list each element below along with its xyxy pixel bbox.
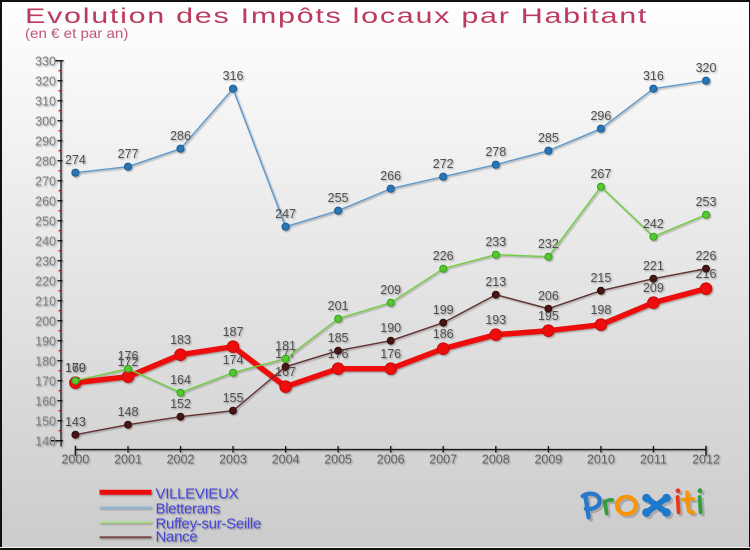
svg-text:260: 260 (35, 194, 56, 208)
svg-text:152: 152 (170, 397, 191, 411)
svg-text:190: 190 (35, 334, 56, 348)
svg-text:170: 170 (35, 374, 56, 388)
svg-text:277: 277 (118, 147, 139, 161)
svg-text:278: 278 (485, 145, 506, 159)
svg-text:300: 300 (35, 114, 56, 128)
svg-text:250: 250 (35, 214, 56, 228)
svg-text:176: 176 (380, 347, 401, 361)
svg-text:185: 185 (328, 331, 349, 345)
svg-text:221: 221 (643, 259, 664, 273)
svg-text:270: 270 (35, 174, 56, 188)
svg-text:181: 181 (275, 339, 296, 353)
svg-text:320: 320 (35, 74, 56, 88)
svg-text:266: 266 (380, 169, 401, 183)
svg-text:180: 180 (35, 354, 56, 368)
svg-text:247: 247 (275, 207, 296, 221)
svg-text:172: 172 (118, 355, 139, 369)
svg-text:Nance: Nance (156, 529, 198, 546)
svg-text:253: 253 (696, 195, 717, 209)
svg-text:330: 330 (35, 54, 56, 68)
svg-text:164: 164 (170, 373, 191, 387)
svg-text:2012: 2012 (692, 453, 720, 467)
svg-text:177: 177 (275, 347, 296, 361)
svg-text:2002: 2002 (167, 453, 195, 467)
svg-text:183: 183 (170, 333, 191, 347)
svg-text:220: 220 (35, 274, 56, 288)
svg-text:VILLEVIEUX: VILLEVIEUX (156, 486, 239, 503)
svg-text:206: 206 (538, 289, 559, 303)
svg-text:176: 176 (118, 349, 139, 363)
svg-text:2011: 2011 (640, 453, 667, 467)
svg-text:280: 280 (35, 154, 56, 168)
svg-text:170: 170 (65, 361, 86, 375)
svg-text:199: 199 (433, 303, 454, 317)
svg-text:187: 187 (223, 325, 244, 339)
svg-text:272: 272 (433, 157, 454, 171)
svg-text:186: 186 (433, 327, 454, 341)
svg-text:Ruffey-sur-Seille: Ruffey-sur-Seille (156, 516, 262, 533)
svg-text:2007: 2007 (429, 453, 457, 467)
svg-text:2003: 2003 (219, 453, 247, 467)
svg-text:285: 285 (538, 131, 559, 145)
svg-text:233: 233 (485, 235, 506, 249)
svg-text:274: 274 (65, 153, 86, 167)
svg-text:169: 169 (65, 361, 86, 375)
svg-text:209: 209 (643, 281, 664, 295)
svg-text:267: 267 (590, 167, 611, 181)
svg-text:255: 255 (328, 191, 349, 205)
svg-text:310: 310 (35, 94, 56, 108)
svg-text:2000: 2000 (61, 453, 89, 467)
svg-text:2001: 2001 (114, 453, 142, 467)
svg-text:200: 200 (35, 314, 56, 328)
svg-text:226: 226 (433, 249, 454, 263)
svg-text:240: 240 (35, 234, 56, 248)
svg-text:226: 226 (696, 249, 717, 263)
svg-text:174: 174 (223, 353, 244, 367)
svg-text:2004: 2004 (272, 453, 300, 467)
svg-text:160: 160 (35, 394, 56, 408)
svg-text:143: 143 (65, 415, 86, 429)
svg-text:195: 195 (538, 309, 559, 323)
svg-text:290: 290 (35, 134, 56, 148)
svg-text:201: 201 (328, 299, 349, 313)
svg-text:2005: 2005 (324, 453, 352, 467)
svg-text:155: 155 (223, 391, 244, 405)
svg-text:296: 296 (590, 109, 611, 123)
svg-text:232: 232 (538, 237, 559, 251)
svg-text:320: 320 (696, 61, 717, 75)
svg-text:148: 148 (118, 405, 139, 419)
svg-text:Bletterans: Bletterans (156, 500, 221, 517)
svg-text:316: 316 (643, 69, 664, 83)
svg-text:167: 167 (275, 365, 296, 379)
svg-text:210: 210 (35, 294, 56, 308)
svg-text:140: 140 (35, 434, 56, 448)
svg-text:150: 150 (35, 414, 56, 428)
svg-text:2009: 2009 (534, 453, 562, 467)
svg-text:286: 286 (170, 129, 191, 143)
svg-text:2010: 2010 (587, 453, 615, 467)
svg-text:198: 198 (590, 303, 611, 317)
svg-text:209: 209 (380, 283, 401, 297)
svg-text:2006: 2006 (377, 453, 405, 467)
svg-text:213: 213 (485, 275, 506, 289)
svg-text:215: 215 (590, 271, 611, 285)
svg-text:193: 193 (485, 313, 506, 327)
svg-text:316: 316 (223, 69, 244, 83)
svg-text:242: 242 (643, 217, 664, 231)
svg-text:230: 230 (35, 254, 56, 268)
svg-text:2008: 2008 (482, 453, 510, 467)
svg-text:190: 190 (380, 321, 401, 335)
